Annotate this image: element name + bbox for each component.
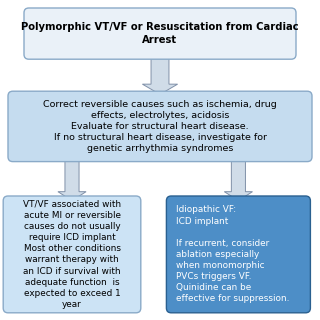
Polygon shape [58, 157, 86, 201]
Text: Polymorphic VT/VF or Resuscitation from Cardiac
Arrest: Polymorphic VT/VF or Resuscitation from … [21, 22, 299, 45]
FancyBboxPatch shape [8, 91, 312, 162]
FancyBboxPatch shape [24, 8, 296, 59]
Polygon shape [224, 157, 252, 201]
FancyBboxPatch shape [3, 196, 141, 313]
Text: VT/VF associated with
acute MI or reversible
causes do not usually
require ICD i: VT/VF associated with acute MI or revers… [23, 200, 121, 309]
Polygon shape [142, 55, 178, 94]
FancyBboxPatch shape [166, 196, 310, 313]
Text: Correct reversible causes such as ischemia, drug
effects, electrolytes, acidosis: Correct reversible causes such as ischem… [43, 100, 277, 153]
Text: Idiopathic VF:
ICD implant

If recurrent, consider
ablation especially
when mono: Idiopathic VF: ICD implant If recurrent,… [176, 205, 289, 303]
